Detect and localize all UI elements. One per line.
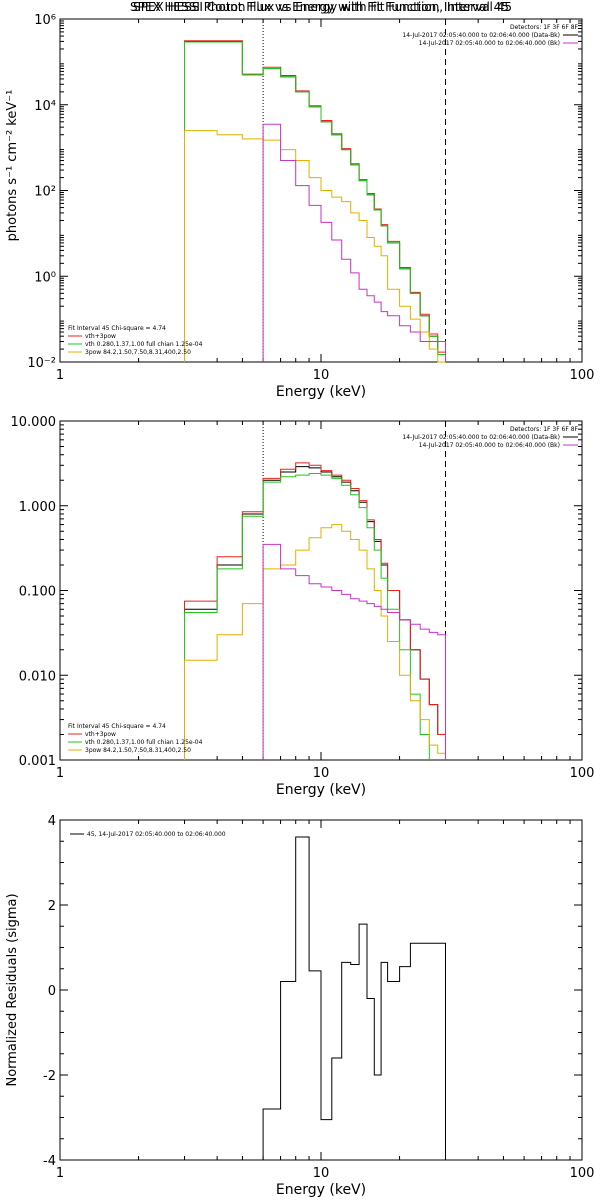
resid-series-black: [262, 836, 446, 1160]
count-series-magenta: [262, 543, 446, 760]
photon-legend-detectors: Detectors: 1F 3F 6F 8F: [510, 24, 579, 31]
resid-x-tick-label: 100: [570, 1166, 595, 1181]
photon-x-tick-label: 100: [570, 368, 595, 383]
count-series-green: [184, 473, 430, 760]
count-x-axis-label: Energy (keV): [276, 782, 366, 798]
photon-x-tick-label: 10: [313, 368, 330, 383]
photon-legend-bk: 14-Jul-2017 02:05:40.000 to 02:06:40.000…: [419, 40, 560, 47]
count-legend-data-bk: 14-Jul-2017 02:05:40.000 to 02:06:40.000…: [402, 434, 560, 441]
resid-y-tick-label: -2: [43, 1069, 56, 1084]
photon-y-axis-label: photons s⁻¹ cm⁻² keV⁻¹: [5, 90, 20, 242]
count-legend-detectors: Detectors: 1F 3F 6F 8F: [510, 426, 579, 433]
photon-y-tick-label: 10²: [34, 185, 56, 200]
photon-legend-entry-2: 3pow 84.2,1.50,7.50,8.31,400,2.50: [85, 349, 191, 356]
photon-series-green: [184, 41, 446, 362]
count-series-red: [184, 462, 446, 760]
count-y-tick-label: 10.000: [11, 415, 57, 430]
count-legend-bk: 14-Jul-2017 02:05:40.000 to 02:06:40.000…: [419, 442, 560, 449]
photon-x-axis-label: Energy (keV): [276, 384, 366, 400]
count-legend-entry-0: vth+3pow: [85, 731, 116, 738]
resid-legend-entry: 45, 14-Jul-2017 02:05:40.000 to 02:06:40…: [87, 831, 226, 838]
photon-series-yellow: [184, 130, 446, 363]
photon-legend-fit-interval: Fit Interval 45 Chi-square = 4.74: [68, 325, 166, 332]
photon-x-tick-label: 1: [56, 368, 64, 383]
photon-y-tick-label: 10⁴: [34, 99, 56, 114]
photon-legend-data-bk: 14-Jul-2017 02:05:40.000 to 02:06:40.000…: [402, 32, 560, 39]
resid-y-axis-label: Normalized Residuals (sigma): [5, 893, 20, 1086]
photon-legend-entry-1: vth 0.280,1.37,1.00 full chian 1.25e-04: [85, 341, 203, 348]
count-y-tick-label: 0.001: [19, 754, 56, 769]
count-x-tick-label: 1: [56, 766, 64, 781]
resid-x-tick-label: 1: [56, 1166, 64, 1181]
count-y-tick-label: 0.100: [19, 585, 56, 600]
resid-x-axis-label: Energy (keV): [276, 1182, 366, 1198]
count-legend-entry-2: 3pow 84.2,1.50,7.50,8.31,400,2.50: [85, 747, 191, 754]
count-series-black: [184, 466, 446, 760]
resid-y-tick-label: 0: [48, 984, 56, 999]
count-x-tick-label: 10: [313, 766, 330, 781]
photon-series-red: [184, 40, 446, 362]
photon-series-magenta: [262, 123, 446, 362]
photon-legend-entry-0: vth+3pow: [85, 333, 116, 340]
photon-y-tick-label: 10⁻²: [27, 356, 56, 371]
resid-y-tick-label: 4: [48, 814, 56, 829]
resid-y-tick-label: -4: [43, 1154, 56, 1169]
photon-y-tick-label: 10⁰: [34, 270, 56, 285]
count-y-tick-label: 0.010: [19, 669, 56, 684]
count-legend-entry-1: vth 0.280,1.37,1.00 full chian 1.25e-04: [85, 739, 203, 746]
resid-x-tick-label: 10: [313, 1166, 330, 1181]
photon-title: SPEX HESSI Photon Flux vs Energy with Fi…: [130, 0, 512, 14]
photon-series-black: [184, 40, 446, 362]
count-y-tick-label: 1.000: [19, 500, 56, 515]
resid-y-tick-label: 2: [48, 899, 56, 914]
photon-y-tick-label: 10⁶: [34, 13, 56, 28]
count-legend-fit-interval: Fit Interval 45 Chi-square = 4.74: [68, 723, 166, 730]
count-series-yellow: [184, 524, 446, 760]
count-x-tick-label: 100: [570, 766, 595, 781]
count-title: SPEX HESSI Count Flux vs Energy with Fit…: [133, 0, 509, 14]
